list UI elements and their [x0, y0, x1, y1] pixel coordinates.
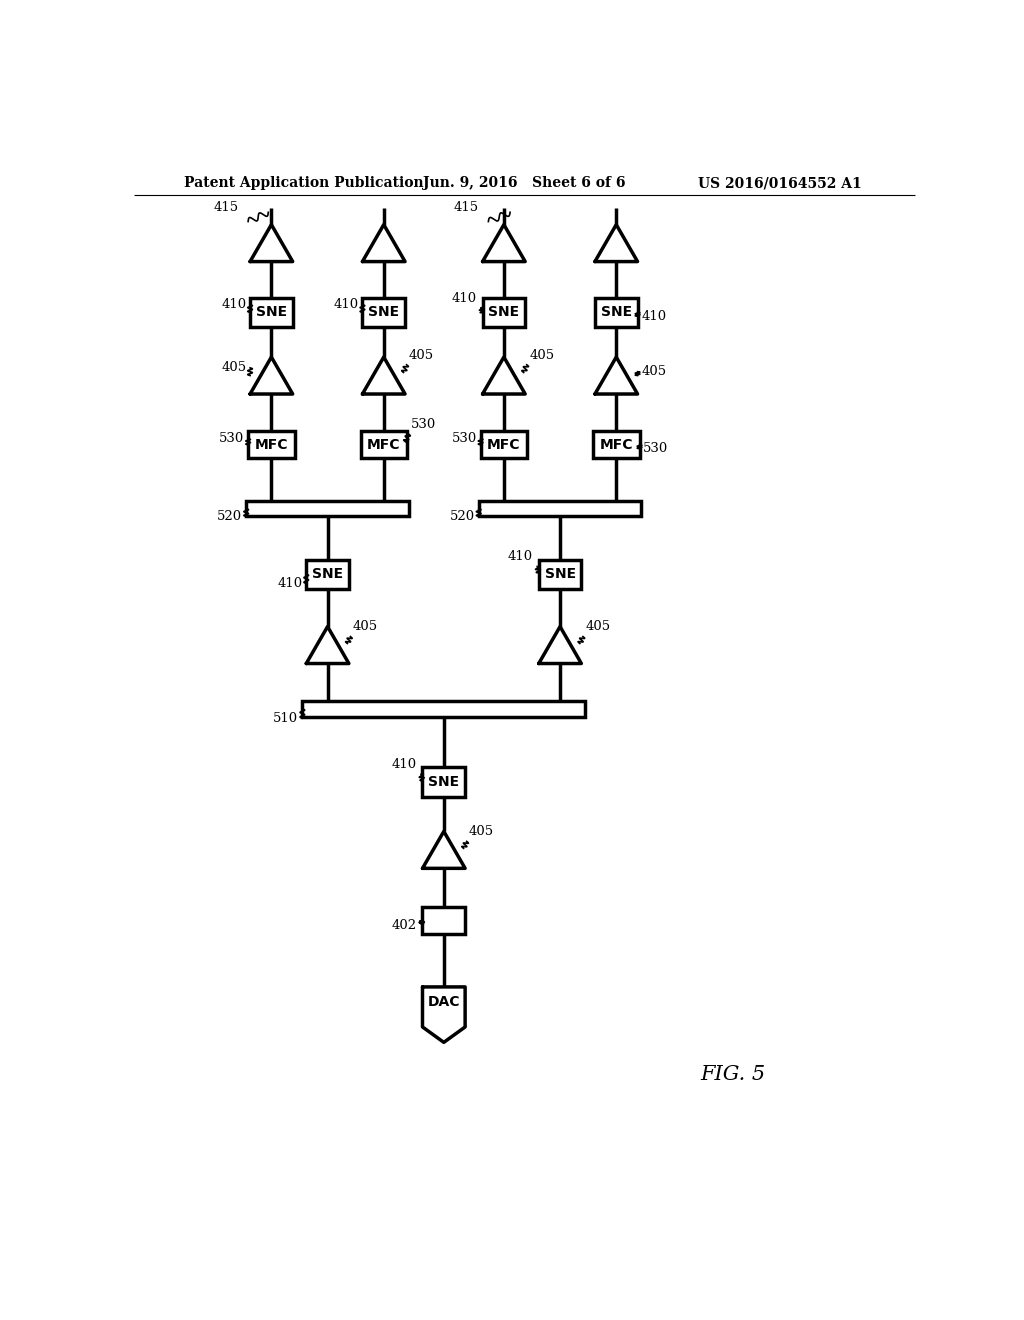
FancyBboxPatch shape: [480, 432, 527, 458]
Text: 410: 410: [641, 310, 667, 323]
Polygon shape: [306, 627, 349, 664]
Text: 402: 402: [391, 919, 417, 932]
Text: 410: 410: [508, 549, 532, 562]
Text: SNE: SNE: [428, 775, 460, 789]
FancyBboxPatch shape: [482, 298, 525, 327]
Text: 530: 530: [411, 418, 436, 432]
FancyBboxPatch shape: [423, 907, 465, 935]
FancyBboxPatch shape: [593, 432, 640, 458]
Text: 405: 405: [221, 362, 246, 375]
Text: US 2016/0164552 A1: US 2016/0164552 A1: [697, 176, 861, 190]
Polygon shape: [539, 627, 582, 664]
Text: 530: 530: [219, 432, 245, 445]
FancyBboxPatch shape: [250, 298, 293, 327]
Polygon shape: [250, 358, 293, 395]
Text: 405: 405: [469, 825, 495, 838]
Text: 410: 410: [278, 577, 302, 590]
Text: Jun. 9, 2016   Sheet 6 of 6: Jun. 9, 2016 Sheet 6 of 6: [423, 176, 625, 190]
Polygon shape: [482, 358, 525, 395]
FancyBboxPatch shape: [595, 298, 638, 327]
Text: SNE: SNE: [488, 305, 519, 319]
Text: Patent Application Publication: Patent Application Publication: [183, 176, 424, 190]
Text: 405: 405: [409, 348, 434, 362]
Text: SNE: SNE: [256, 305, 287, 319]
Text: MFC: MFC: [487, 438, 520, 451]
Text: 520: 520: [217, 510, 243, 523]
Text: 405: 405: [586, 620, 610, 634]
FancyBboxPatch shape: [302, 701, 586, 717]
FancyBboxPatch shape: [360, 432, 407, 458]
Text: SNE: SNE: [369, 305, 399, 319]
Text: 410: 410: [221, 298, 246, 312]
Text: MFC: MFC: [367, 438, 400, 451]
Text: SNE: SNE: [312, 568, 343, 581]
Text: SNE: SNE: [601, 305, 632, 319]
Text: 520: 520: [450, 510, 475, 523]
FancyBboxPatch shape: [306, 560, 349, 589]
Text: 410: 410: [391, 758, 417, 771]
FancyBboxPatch shape: [246, 502, 409, 516]
Polygon shape: [362, 358, 406, 395]
Text: 410: 410: [334, 298, 358, 312]
Text: 405: 405: [352, 620, 378, 634]
FancyBboxPatch shape: [248, 432, 295, 458]
FancyBboxPatch shape: [423, 767, 465, 797]
Polygon shape: [423, 987, 465, 1043]
Text: 405: 405: [641, 366, 667, 379]
FancyBboxPatch shape: [362, 298, 406, 327]
Text: MFC: MFC: [599, 438, 633, 451]
Text: 510: 510: [273, 711, 299, 725]
Text: 405: 405: [529, 348, 554, 362]
Text: DAC: DAC: [428, 995, 460, 1010]
Text: 415: 415: [454, 201, 479, 214]
Text: FIG. 5: FIG. 5: [700, 1065, 765, 1084]
Text: MFC: MFC: [255, 438, 288, 451]
FancyBboxPatch shape: [539, 560, 582, 589]
Polygon shape: [482, 224, 525, 261]
Text: 530: 530: [643, 442, 669, 455]
Polygon shape: [595, 224, 638, 261]
Polygon shape: [362, 224, 406, 261]
Polygon shape: [595, 358, 638, 395]
Text: 530: 530: [452, 432, 477, 445]
FancyBboxPatch shape: [478, 502, 641, 516]
Text: 415: 415: [214, 201, 239, 214]
Text: SNE: SNE: [545, 568, 575, 581]
Text: 410: 410: [452, 292, 476, 305]
Polygon shape: [423, 832, 465, 869]
Polygon shape: [250, 224, 293, 261]
